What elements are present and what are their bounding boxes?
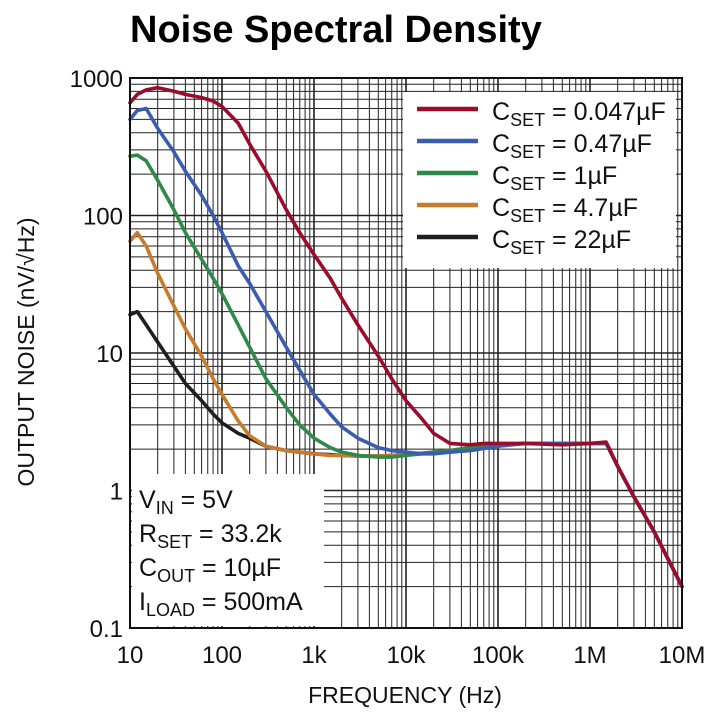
y-axis-ticks: 0.1 1 10 100 1000 bbox=[70, 66, 123, 643]
condition-label: ILOAD = 500mA bbox=[139, 588, 303, 620]
y-tick-label: 1000 bbox=[70, 66, 123, 93]
x-axis-ticks: 10 100 1k 10k 100k 1M 10M bbox=[117, 642, 706, 669]
y-tick-label: 10 bbox=[96, 341, 123, 368]
x-tick-label: 10 bbox=[117, 642, 144, 669]
x-tick-label: 10M bbox=[659, 642, 706, 669]
conditions-box-bg bbox=[132, 474, 324, 626]
condition-label: VIN = 5V bbox=[139, 486, 233, 518]
x-axis-label: FREQUENCY (Hz) bbox=[308, 682, 502, 708]
condition-label: RSET = 33.2k bbox=[139, 520, 282, 552]
y-tick-label: 0.1 bbox=[90, 616, 123, 643]
legend-label: CSET = 0.47µF bbox=[492, 130, 652, 162]
legend-label: CSET = 22µF bbox=[492, 226, 631, 258]
x-tick-label: 1M bbox=[573, 642, 606, 669]
y-tick-label: 1 bbox=[110, 479, 123, 506]
x-tick-label: 10k bbox=[387, 642, 427, 669]
x-tick-label: 100k bbox=[472, 642, 525, 669]
chart-title: Noise Spectral Density bbox=[130, 9, 542, 51]
series-line-0 bbox=[128, 85, 684, 589]
condition-label: COUT = 10µF bbox=[139, 554, 281, 586]
legend-label: CSET = 4.7µF bbox=[492, 194, 638, 226]
series-lines bbox=[128, 85, 684, 589]
y-axis-label: OUTPUT NOISE (nV/√Hz) bbox=[13, 217, 39, 486]
x-tick-label: 100 bbox=[202, 642, 242, 669]
y-tick-label: 100 bbox=[83, 204, 123, 231]
legend-label: CSET = 0.047µF bbox=[492, 98, 666, 130]
x-tick-label: 1k bbox=[301, 642, 327, 669]
plot-frame bbox=[129, 77, 683, 629]
legend-label: CSET = 1µF bbox=[492, 162, 617, 194]
